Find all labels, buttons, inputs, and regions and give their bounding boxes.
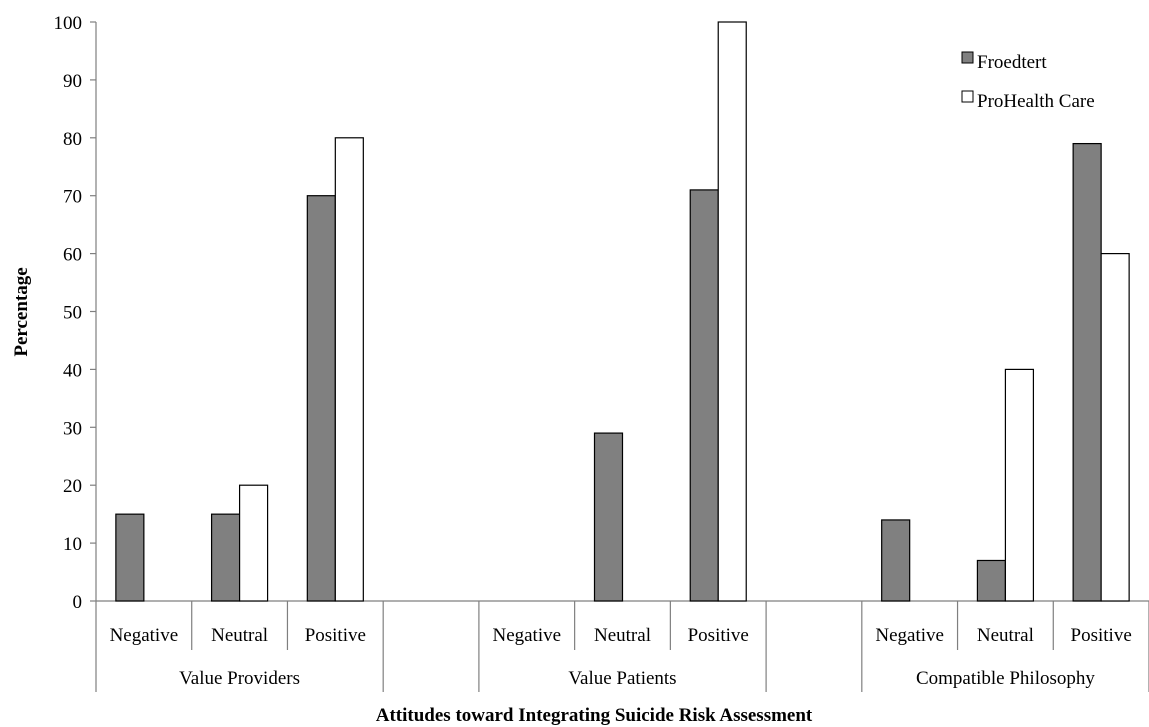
bar-prohealth	[1004, 368, 1035, 602]
group-label: Value Providers	[179, 668, 300, 689]
legend-label: ProHealth Care	[977, 91, 1095, 112]
legend-label: Froedtert	[977, 52, 1047, 73]
bar-froedtert	[306, 195, 336, 602]
group-label: Value Patients	[568, 668, 676, 689]
bar-froedtert	[593, 432, 624, 602]
bar-froedtert	[210, 513, 241, 602]
y-tick-label: 10	[63, 534, 82, 555]
y-tick-label: 70	[63, 187, 82, 208]
category-label: Positive	[305, 625, 366, 646]
y-tick-label: 30	[63, 418, 82, 439]
category-label: Neutral	[977, 625, 1034, 646]
y-axis-title: Percentage	[11, 267, 32, 356]
bar-froedtert	[115, 513, 145, 602]
y-tick-label: 100	[54, 13, 83, 34]
x-axis-title: Attitudes toward Integrating Suicide Ris…	[376, 705, 813, 726]
bar-froedtert	[976, 559, 1007, 602]
y-tick-label: 40	[63, 360, 82, 381]
category-label: Positive	[688, 625, 749, 646]
category-label: Negative	[110, 625, 179, 646]
bar-prohealth	[717, 21, 747, 602]
y-tick-label: 80	[63, 129, 82, 150]
category-label: Negative	[492, 625, 561, 646]
category-label: Positive	[1071, 625, 1132, 646]
y-tick-label: 20	[63, 476, 82, 497]
legend-swatch	[961, 51, 974, 64]
bar-froedtert	[881, 519, 911, 602]
bar-froedtert	[689, 189, 719, 602]
y-tick-label: 90	[63, 71, 82, 92]
category-label: Neutral	[211, 625, 268, 646]
y-tick-label: 50	[63, 303, 82, 324]
bar-froedtert	[1072, 142, 1102, 602]
category-label: Neutral	[594, 625, 651, 646]
legend-swatch	[961, 90, 974, 103]
y-tick-label: 0	[73, 592, 83, 613]
category-label: Negative	[875, 625, 944, 646]
y-tick-label: 60	[63, 245, 82, 266]
group-label: Compatible Philosophy	[916, 668, 1095, 689]
bar-prohealth	[334, 137, 364, 602]
bar-prohealth	[1100, 253, 1130, 602]
bar-prohealth	[238, 484, 269, 602]
